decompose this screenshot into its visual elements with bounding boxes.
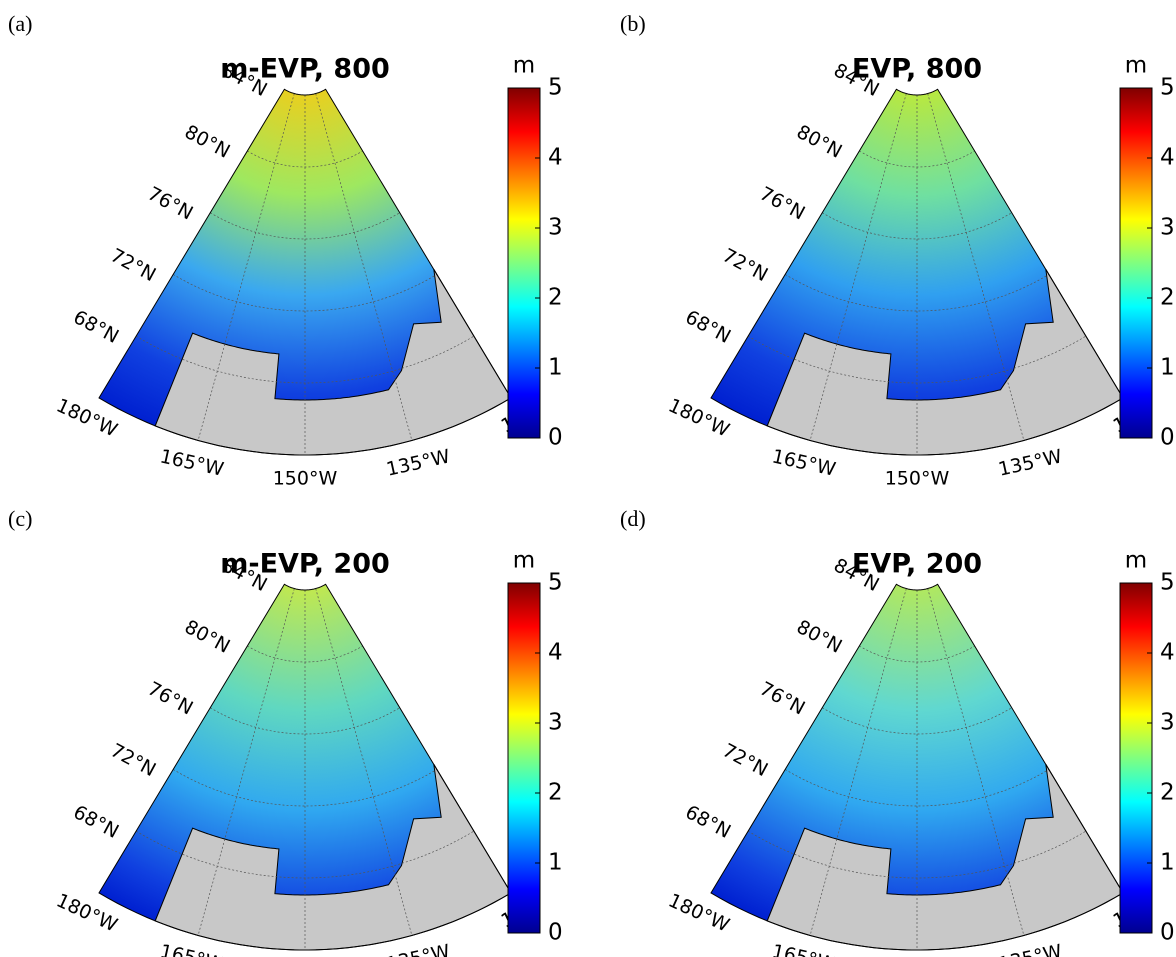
colorbar-tick-label: 0 bbox=[548, 920, 563, 946]
colorbar-tick-label: 2 bbox=[548, 285, 563, 311]
colorbar-tick-label: 4 bbox=[1160, 145, 1175, 171]
latitude-label: 80°N bbox=[793, 616, 846, 658]
map-frame bbox=[710, 583, 1124, 951]
longitude-line bbox=[315, 588, 413, 936]
panel-title: EVP, 800 bbox=[852, 54, 982, 85]
map-frame bbox=[710, 88, 1124, 456]
map-frame bbox=[98, 583, 512, 951]
latitude-label: 68°N bbox=[682, 306, 735, 348]
longitude-line bbox=[927, 93, 1025, 441]
colorbar-tick-label: 4 bbox=[1160, 640, 1175, 666]
colorbar-tick-label: 5 bbox=[548, 75, 563, 101]
colorbar-unit: m bbox=[513, 53, 535, 79]
longitude-label: 165°W bbox=[158, 445, 226, 480]
latitude-label: 80°N bbox=[181, 121, 234, 163]
latitude-line bbox=[822, 212, 1012, 240]
colorbar-unit: m bbox=[1125, 53, 1147, 79]
map-frame bbox=[98, 88, 512, 456]
latitude-label: 76°N bbox=[144, 183, 197, 225]
longitude-label: 135°W bbox=[996, 940, 1064, 957]
colorbar-tick-label: 3 bbox=[548, 215, 563, 241]
latitude-label: 68°N bbox=[682, 801, 735, 843]
colorbar-tick-label: 5 bbox=[548, 570, 563, 596]
longitude-line bbox=[809, 93, 907, 441]
colorbar-tick-label: 3 bbox=[1160, 215, 1175, 241]
colorbar-tick-label: 2 bbox=[1160, 285, 1175, 311]
latitude-label: 68°N bbox=[70, 306, 123, 348]
colorbar bbox=[507, 87, 541, 439]
colorbar bbox=[507, 582, 541, 934]
panel: (d)84°N80°N76°N72°N68°N180°W165°W150°W13… bbox=[620, 506, 1175, 957]
colorbar-tick-label: 2 bbox=[548, 780, 563, 806]
colorbar-tick-label: 4 bbox=[548, 145, 563, 171]
colorbar-tick-label: 2 bbox=[1160, 780, 1175, 806]
longitude-line bbox=[197, 588, 295, 936]
latitude-label: 68°N bbox=[70, 801, 123, 843]
panel-label: (b) bbox=[620, 11, 646, 36]
panel-title: EVP, 200 bbox=[852, 549, 982, 580]
latitude-line bbox=[822, 707, 1012, 735]
latitude-label: 80°N bbox=[793, 121, 846, 163]
colorbar-tick-label: 3 bbox=[548, 710, 563, 736]
latitude-label: 72°N bbox=[719, 739, 772, 781]
latitude-label: 76°N bbox=[756, 183, 809, 225]
colorbar-tick-label: 1 bbox=[1160, 355, 1175, 381]
longitude-label: 135°W bbox=[996, 445, 1064, 480]
colorbar-tick-label: 5 bbox=[1160, 75, 1175, 101]
colorbar-tick-label: 5 bbox=[1160, 570, 1175, 596]
colorbar-tick-label: 1 bbox=[548, 850, 563, 876]
longitude-label: 165°W bbox=[770, 445, 838, 480]
longitude-label: 150°W bbox=[273, 468, 338, 490]
latitude-label: 72°N bbox=[107, 739, 160, 781]
longitude-label: 135°W bbox=[384, 445, 452, 480]
latitude-label: 72°N bbox=[107, 244, 160, 286]
latitude-line bbox=[210, 212, 400, 240]
latitude-label: 80°N bbox=[181, 616, 234, 658]
longitude-label: 165°W bbox=[158, 940, 226, 957]
colorbar-tick-label: 0 bbox=[548, 425, 563, 451]
colorbar-tick-label: 0 bbox=[1160, 920, 1175, 946]
colorbar bbox=[1119, 582, 1153, 934]
panel: (c)84°N80°N76°N72°N68°N180°W165°W150°W13… bbox=[8, 506, 563, 957]
panel-label: (a) bbox=[8, 11, 32, 36]
longitude-label: 150°W bbox=[885, 468, 950, 490]
panel-title: m-EVP, 200 bbox=[220, 549, 390, 580]
panel-title: m-EVP, 800 bbox=[220, 54, 390, 85]
latitude-label: 72°N bbox=[719, 244, 772, 286]
longitude-line bbox=[315, 93, 413, 441]
colorbar-tick-label: 4 bbox=[548, 640, 563, 666]
colorbar-unit: m bbox=[1125, 548, 1147, 574]
colorbar-tick-label: 0 bbox=[1160, 425, 1175, 451]
longitude-label: 165°W bbox=[770, 940, 838, 957]
panel-label: (d) bbox=[620, 506, 646, 531]
colorbar-unit: m bbox=[513, 548, 535, 574]
panel-label: (c) bbox=[8, 506, 32, 531]
colorbar-tick-label: 1 bbox=[1160, 850, 1175, 876]
colorbar bbox=[1119, 87, 1153, 439]
colorbar-tick-label: 1 bbox=[548, 355, 563, 381]
longitude-label: 135°W bbox=[384, 940, 452, 957]
longitude-line bbox=[197, 93, 295, 441]
latitude-label: 76°N bbox=[144, 678, 197, 720]
latitude-label: 76°N bbox=[756, 678, 809, 720]
colorbar-tick-label: 3 bbox=[1160, 710, 1175, 736]
latitude-line bbox=[210, 707, 400, 735]
